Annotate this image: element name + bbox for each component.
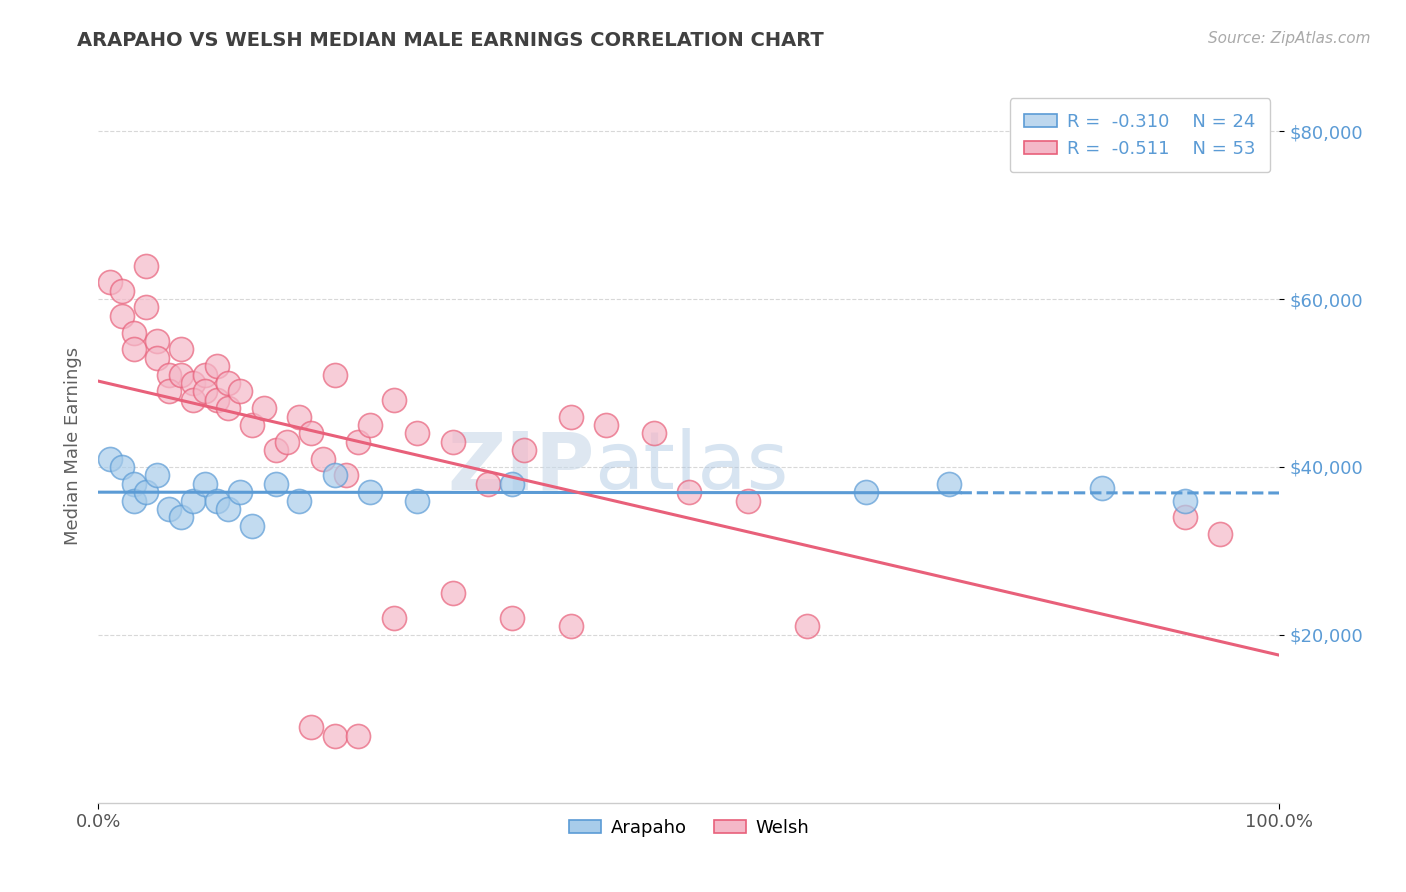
- Point: [217, 502, 239, 516]
- Point: [146, 334, 169, 348]
- Point: [1174, 493, 1197, 508]
- Point: [299, 426, 322, 441]
- Point: [382, 392, 405, 407]
- Point: [217, 401, 239, 416]
- Point: [501, 611, 523, 625]
- Point: [512, 443, 534, 458]
- Point: [501, 476, 523, 491]
- Point: [288, 493, 311, 508]
- Point: [135, 259, 157, 273]
- Point: [359, 417, 381, 432]
- Point: [560, 619, 582, 633]
- Point: [1174, 510, 1197, 524]
- Point: [323, 368, 346, 382]
- Point: [122, 493, 145, 508]
- Point: [406, 493, 429, 508]
- Point: [194, 368, 217, 382]
- Point: [181, 376, 204, 390]
- Point: [157, 502, 180, 516]
- Point: [194, 476, 217, 491]
- Text: ZIP: ZIP: [447, 428, 595, 507]
- Point: [595, 417, 617, 432]
- Point: [146, 468, 169, 483]
- Point: [441, 586, 464, 600]
- Point: [678, 485, 700, 500]
- Point: [181, 493, 204, 508]
- Point: [737, 493, 759, 508]
- Point: [122, 326, 145, 340]
- Point: [288, 409, 311, 424]
- Point: [157, 384, 180, 399]
- Text: ARAPAHO VS WELSH MEDIAN MALE EARNINGS CORRELATION CHART: ARAPAHO VS WELSH MEDIAN MALE EARNINGS CO…: [77, 31, 824, 50]
- Point: [406, 426, 429, 441]
- Point: [299, 720, 322, 734]
- Point: [229, 485, 252, 500]
- Text: atlas: atlas: [595, 428, 789, 507]
- Point: [98, 275, 121, 289]
- Point: [205, 493, 228, 508]
- Point: [938, 476, 960, 491]
- Point: [240, 518, 263, 533]
- Point: [323, 468, 346, 483]
- Point: [323, 729, 346, 743]
- Point: [194, 384, 217, 399]
- Legend: Arapaho, Welsh: Arapaho, Welsh: [562, 812, 815, 844]
- Point: [111, 460, 134, 475]
- Point: [111, 309, 134, 323]
- Point: [477, 476, 499, 491]
- Point: [181, 392, 204, 407]
- Point: [135, 301, 157, 315]
- Point: [359, 485, 381, 500]
- Point: [253, 401, 276, 416]
- Point: [229, 384, 252, 399]
- Point: [347, 729, 370, 743]
- Point: [855, 485, 877, 500]
- Point: [217, 376, 239, 390]
- Point: [170, 343, 193, 357]
- Point: [157, 368, 180, 382]
- Point: [122, 343, 145, 357]
- Point: [276, 434, 298, 449]
- Point: [312, 451, 335, 466]
- Point: [240, 417, 263, 432]
- Text: Source: ZipAtlas.com: Source: ZipAtlas.com: [1208, 31, 1371, 46]
- Point: [98, 451, 121, 466]
- Point: [347, 434, 370, 449]
- Point: [111, 284, 134, 298]
- Point: [560, 409, 582, 424]
- Point: [146, 351, 169, 365]
- Point: [170, 368, 193, 382]
- Point: [264, 476, 287, 491]
- Y-axis label: Median Male Earnings: Median Male Earnings: [63, 347, 82, 545]
- Point: [205, 392, 228, 407]
- Point: [264, 443, 287, 458]
- Point: [1091, 481, 1114, 495]
- Point: [796, 619, 818, 633]
- Point: [122, 476, 145, 491]
- Point: [135, 485, 157, 500]
- Point: [643, 426, 665, 441]
- Point: [441, 434, 464, 449]
- Point: [1209, 527, 1232, 541]
- Point: [170, 510, 193, 524]
- Point: [205, 359, 228, 374]
- Point: [335, 468, 357, 483]
- Point: [382, 611, 405, 625]
